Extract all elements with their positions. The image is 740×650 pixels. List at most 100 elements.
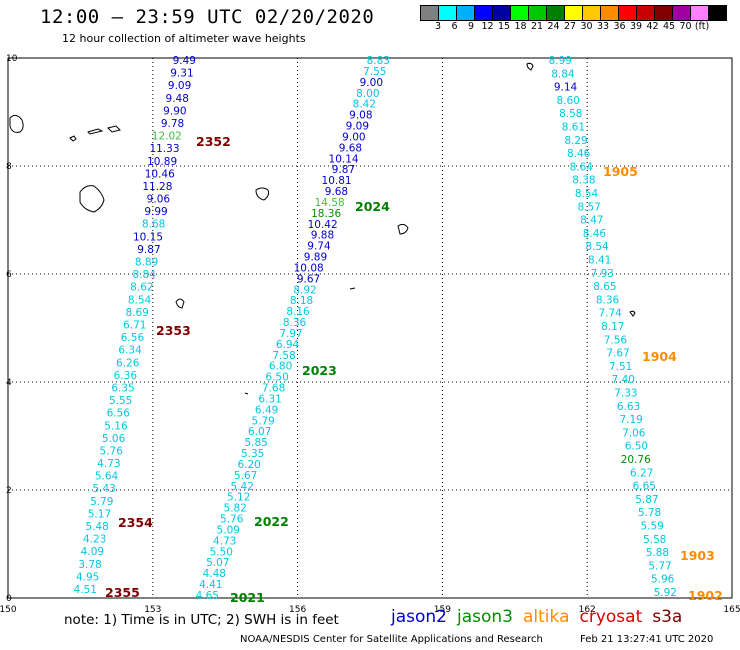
wave-height-value: 7.67 — [606, 348, 629, 360]
legend-label: 15 — [497, 21, 511, 32]
legend-label: 12 — [481, 21, 494, 32]
wave-height-value: 8.17 — [601, 321, 624, 333]
wave-height-value: 5.07 — [206, 557, 229, 569]
pass-time-label: 2352 — [196, 134, 231, 149]
wave-height-value: 8.54 — [585, 241, 609, 253]
wave-height-value: 9.68 — [325, 186, 348, 198]
wave-height-value: 6.80 — [269, 361, 292, 373]
wave-height-value: 8.54 — [128, 294, 152, 306]
legend-label: 70 — [679, 21, 692, 32]
pass-time-label: 2022 — [254, 514, 289, 529]
altimeter-tracks: 4.514.953.784.094.235.485.175.795.435.64… — [74, 55, 677, 602]
wave-height-value: 5.12 — [227, 492, 250, 504]
wave-height-value: 6.71 — [123, 320, 146, 332]
wave-height-value: 5.76 — [220, 514, 244, 526]
wave-height-value: 9.48 — [166, 93, 189, 105]
wave-height-value: 7.97 — [279, 328, 302, 340]
wave-height-value: 8.29 — [564, 135, 587, 147]
wave-height-value: 7.55 — [363, 66, 386, 78]
wave-height-value: 9.87 — [137, 244, 160, 256]
wave-height-value: 4.65 — [196, 590, 219, 602]
wave-height-value: 8.36 — [596, 294, 620, 306]
wave-height-value: 5.64 — [95, 471, 119, 483]
wave-height-value: 6.49 — [255, 404, 278, 416]
wave-height-value: 5.77 — [648, 560, 671, 572]
wave-height-value: 6.31 — [258, 393, 281, 405]
wave-height-value: 4.51 — [74, 584, 97, 596]
x-tick-label: 159 — [434, 605, 451, 615]
wave-height-value: 6.27 — [630, 467, 653, 479]
wave-height-value: 5.09 — [217, 524, 240, 536]
pass-time-label: 2355 — [105, 585, 140, 600]
wave-height-value: 9.67 — [297, 273, 320, 285]
wave-height-value: 5.67 — [234, 470, 257, 482]
wave-height-value: 5.17 — [88, 508, 111, 520]
wave-height-value: 5.48 — [85, 521, 108, 533]
wave-height-value: 9.09 — [168, 80, 191, 92]
wave-height-value: 6.50 — [625, 441, 648, 453]
pass-time-label: 1903 — [680, 548, 715, 563]
wave-height-value: 3.78 — [78, 559, 101, 571]
wave-height-value: 18.36 — [311, 208, 341, 220]
color-scale-legend — [420, 5, 727, 21]
wave-height-value: 8.41 — [588, 255, 611, 267]
wave-height-value: 4.41 — [199, 579, 222, 591]
island-2 — [175, 298, 185, 309]
satellite-legend-item: s3a — [652, 607, 683, 627]
pass-time-label: 1902 — [688, 588, 723, 603]
wave-height-value: 7.58 — [272, 350, 295, 362]
legend-label: 9 — [467, 21, 475, 32]
wave-height-value: 6.65 — [633, 481, 656, 493]
wave-height-value: 5.55 — [109, 395, 132, 407]
satellite-legend-item: jason3 — [457, 607, 513, 627]
map-frame — [7, 57, 733, 599]
island-3 — [397, 223, 409, 235]
page-title: 12:00 — 23:59 UTC 02/20/2020 — [40, 6, 375, 28]
wave-height-value: 8.38 — [572, 175, 595, 187]
island-maui — [107, 125, 121, 133]
wave-height-value: 5.76 — [100, 445, 124, 457]
wave-height-value: 7.51 — [609, 361, 632, 373]
wave-height-value: 8.84 — [551, 68, 575, 80]
wave-height-value: 5.82 — [224, 503, 247, 515]
wave-height-value: 10.14 — [329, 153, 359, 165]
wave-height-value: 8.46 — [583, 228, 607, 240]
island-1 — [255, 187, 269, 201]
wave-height-value: 8.62 — [130, 282, 153, 294]
wave-height-value: 7.06 — [622, 427, 646, 439]
wave-height-value: 9.09 — [346, 121, 369, 133]
wave-height-value: 7.74 — [598, 308, 622, 320]
wave-height-value: 9.88 — [311, 230, 334, 242]
wave-height-value: 10.81 — [322, 175, 352, 187]
x-tick-label: 156 — [289, 605, 306, 615]
y-tick-label: 8 — [6, 162, 12, 172]
axis-labels: 150 153 156 159 162 165 0 2 4 6 8 10 — [0, 54, 740, 615]
wave-height-value: 20.76 — [621, 454, 651, 466]
legend-label: 36 — [613, 21, 626, 32]
wave-height-value: 8.89 — [135, 257, 158, 269]
wave-height-value: 8.47 — [580, 215, 603, 227]
wave-height-value: 5.79 — [251, 415, 274, 427]
wave-height-value: 5.96 — [651, 574, 675, 586]
wave-height-value: 8.99 — [549, 55, 572, 67]
wave-height-value: 9.99 — [144, 206, 167, 218]
wave-height-value: 9.08 — [349, 110, 372, 122]
wave-height-value: 8.58 — [559, 108, 582, 120]
wave-height-value: 8.54 — [575, 188, 599, 200]
wave-height-value: 8.60 — [556, 95, 579, 107]
wave-height-value: 5.42 — [231, 481, 254, 493]
y-tick-label: 10 — [6, 54, 18, 64]
wave-height-value: 6.63 — [617, 401, 640, 413]
wave-height-value: 9.90 — [163, 105, 186, 117]
wave-height-value: 9.68 — [339, 142, 362, 154]
wave-height-value: 8.16 — [286, 306, 310, 318]
wave-height-value: 6.20 — [237, 459, 260, 471]
island-6 — [349, 287, 356, 290]
color-scale-labels: 3 6 9 12 15 18 21 24 27 30 33 36 39 42 45 70 (ft) — [421, 21, 740, 35]
legend-label: (ft) — [694, 21, 710, 32]
x-tick-label: 153 — [144, 605, 161, 615]
wave-height-value: 7.19 — [619, 414, 642, 426]
legend-label: 33 — [596, 21, 610, 32]
wave-height-value: 8.57 — [577, 201, 600, 213]
